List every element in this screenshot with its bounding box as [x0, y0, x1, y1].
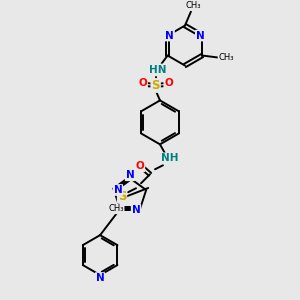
Text: CH₃: CH₃	[108, 205, 124, 214]
Text: CH₃: CH₃	[218, 53, 234, 62]
Text: N: N	[113, 185, 122, 195]
Text: CH₃: CH₃	[185, 1, 201, 10]
Text: S: S	[118, 190, 126, 203]
Text: O: O	[164, 79, 173, 88]
Text: S: S	[152, 79, 160, 92]
Text: N: N	[165, 31, 174, 40]
Text: N: N	[126, 170, 134, 180]
Text: HN: HN	[149, 64, 167, 74]
Text: NH: NH	[161, 153, 179, 163]
Text: N: N	[196, 31, 205, 40]
Text: N: N	[132, 205, 140, 215]
Text: O: O	[136, 161, 144, 171]
Text: N: N	[96, 273, 104, 283]
Text: O: O	[138, 79, 147, 88]
